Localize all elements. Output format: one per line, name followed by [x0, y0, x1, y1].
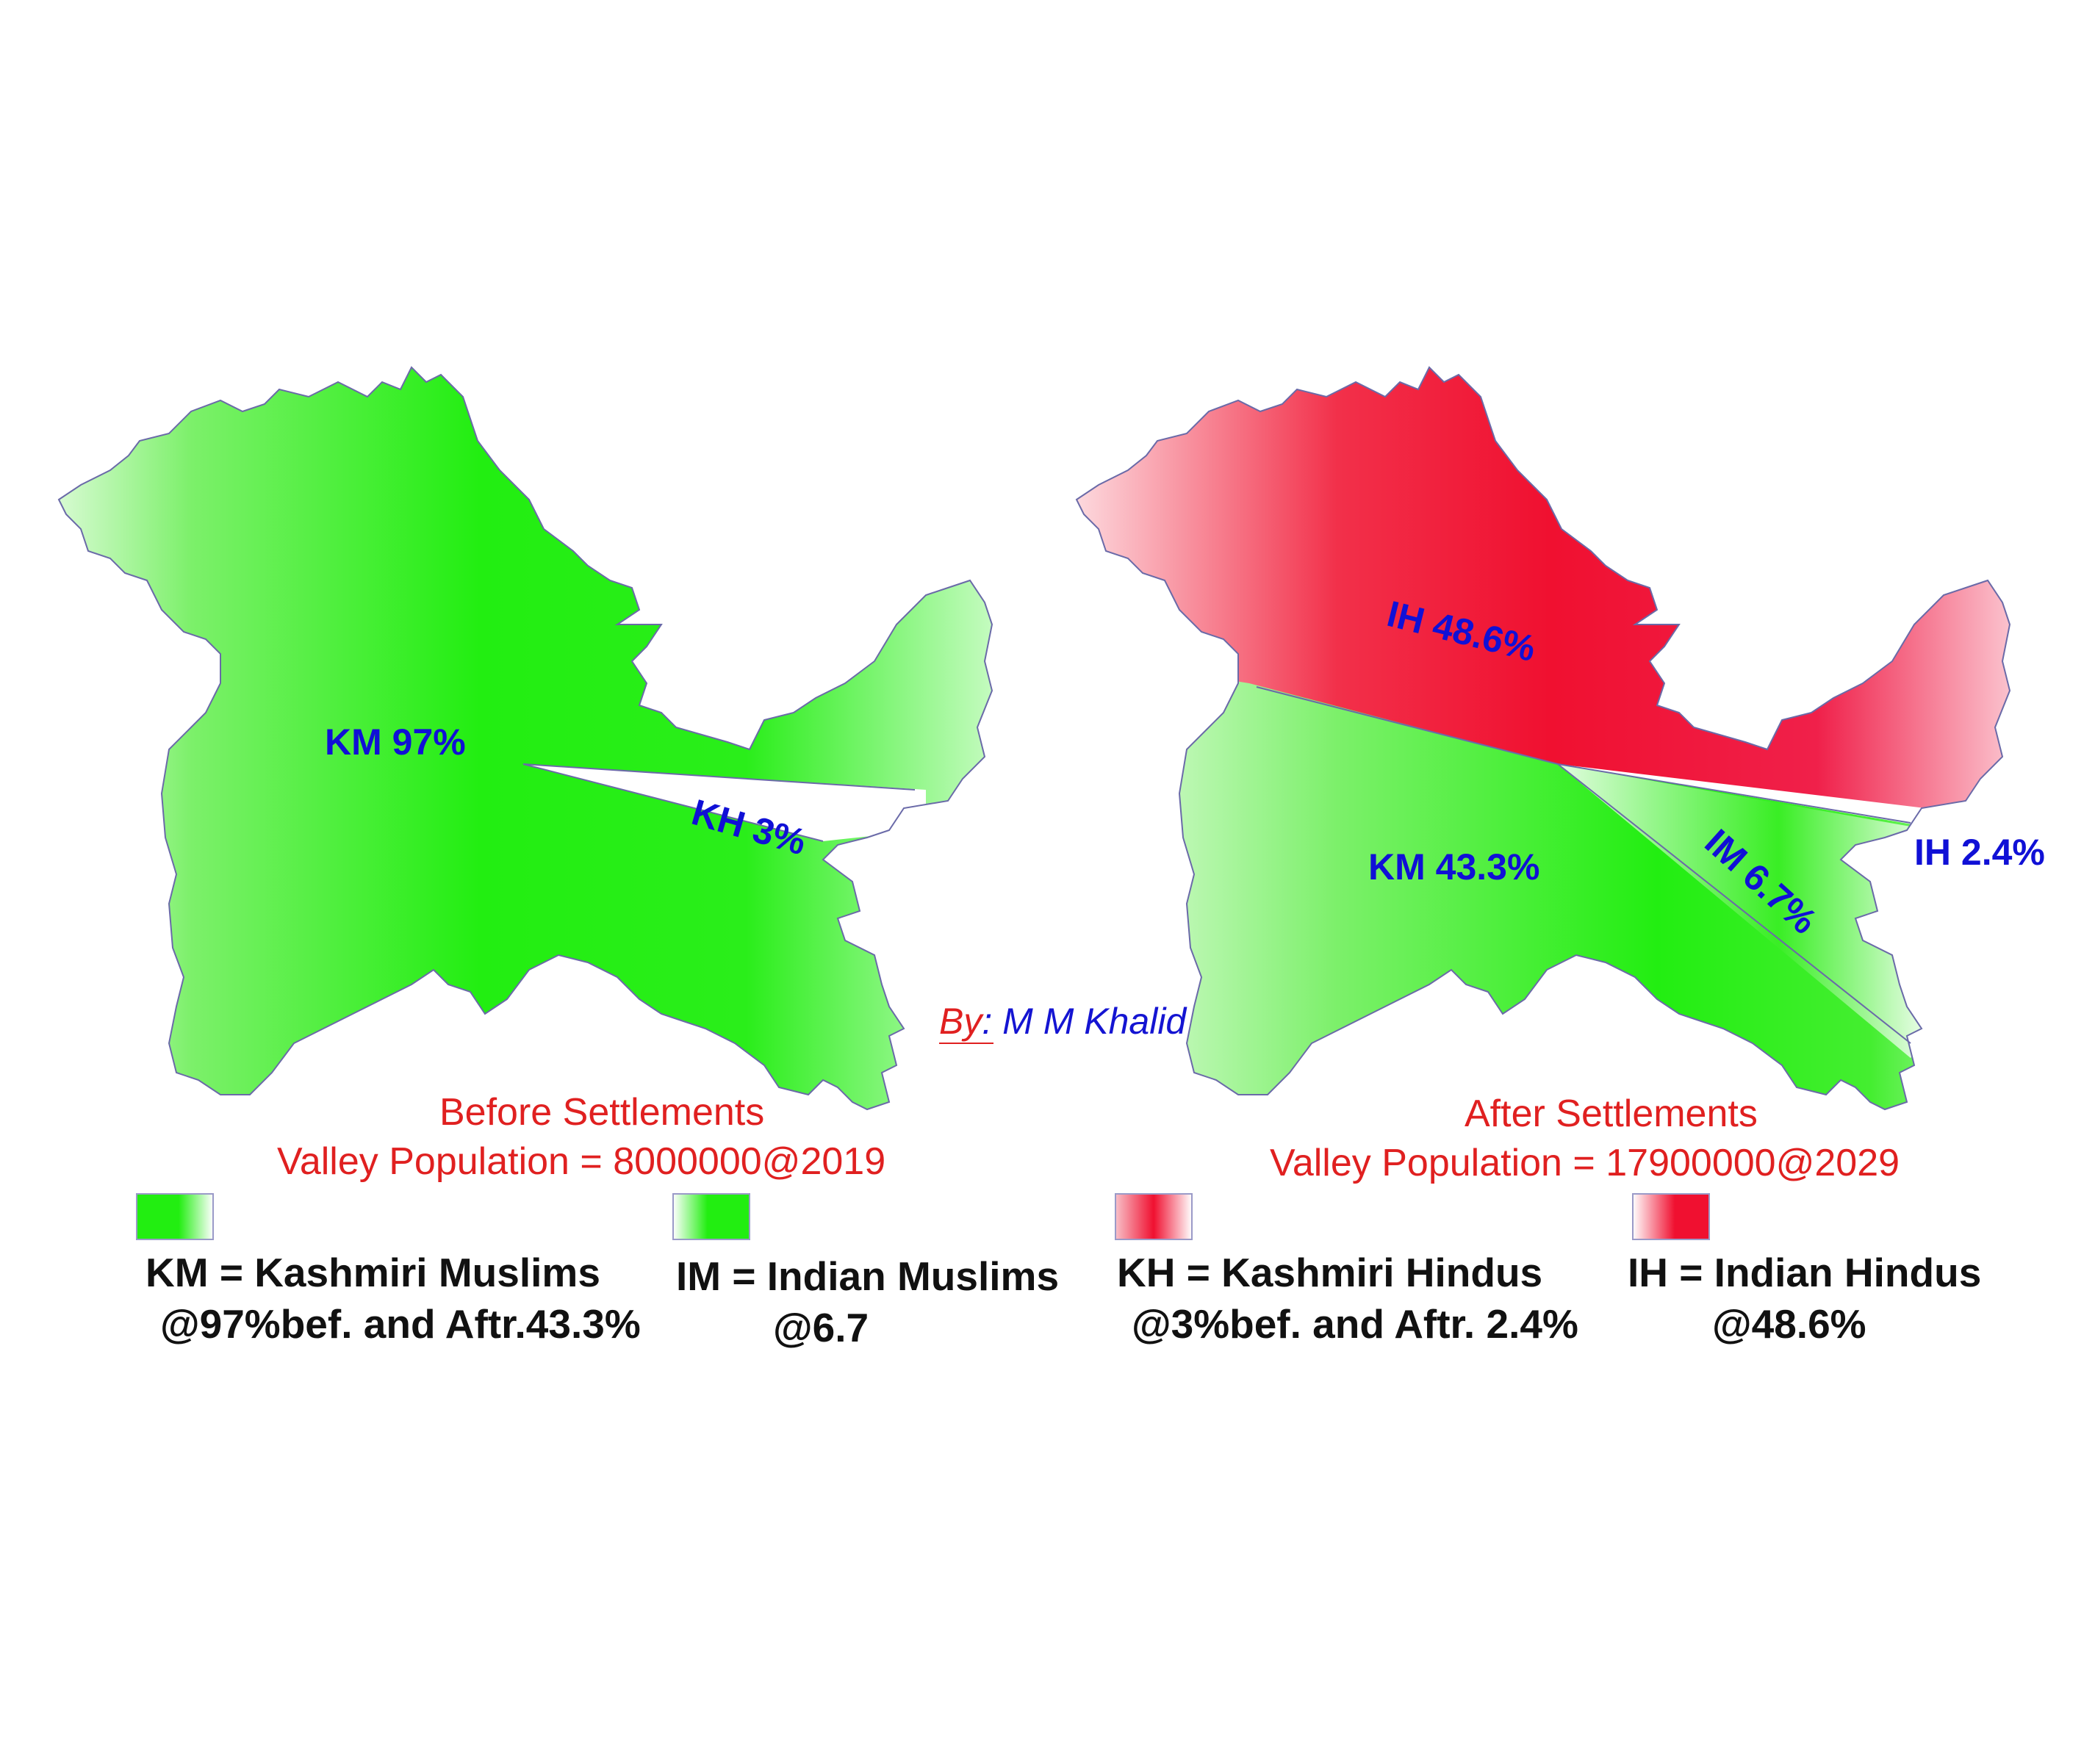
legend-im-line2: @6.7	[773, 1305, 869, 1350]
km-region-before	[59, 367, 992, 1109]
credit-name: M M Khalid	[1002, 1001, 1187, 1042]
credit-sep: :	[982, 1001, 1003, 1042]
label-km-before: KM 97%	[325, 721, 466, 763]
label-ih-small-after: IH 2.4%	[1914, 832, 2045, 873]
legend-ih-line1: IH = Indian Hindus	[1628, 1250, 1982, 1295]
legend-swatch-ih	[1632, 1193, 1710, 1240]
legend-ih-line2: @48.6%	[1712, 1301, 1866, 1347]
legend-swatch-km	[136, 1193, 214, 1240]
ih-region-after	[1077, 367, 2010, 823]
legend-swatch-im	[672, 1193, 750, 1240]
credit-by: By	[939, 1001, 982, 1042]
legend-im-line1: IM = Indian Muslims	[676, 1253, 1060, 1299]
credit: By: M M Khalid	[939, 1003, 1186, 1040]
legend-swatch-kh	[1115, 1193, 1193, 1240]
label-km-after: KM 43.3%	[1368, 846, 1540, 888]
map-before	[58, 367, 993, 1110]
caption-after-population: Valley Population = 17900000@2029	[1270, 1142, 1900, 1184]
legend-kh-line1: KH = Kashmiri Hindus	[1117, 1250, 1543, 1295]
legend-km-line1: KM = Kashmiri Muslims	[145, 1250, 600, 1295]
legend-km-line2: @97%bef. and Aftr.43.3%	[160, 1301, 641, 1347]
caption-before-title: Before Settlements	[439, 1091, 765, 1134]
map-after	[1076, 367, 2010, 1110]
caption-before-population: Valley Population = 8000000@2019	[277, 1140, 886, 1183]
caption-after-title: After Settlements	[1465, 1092, 1758, 1135]
legend-kh-line2: @3%bef. and Aftr. 2.4%	[1132, 1301, 1578, 1347]
